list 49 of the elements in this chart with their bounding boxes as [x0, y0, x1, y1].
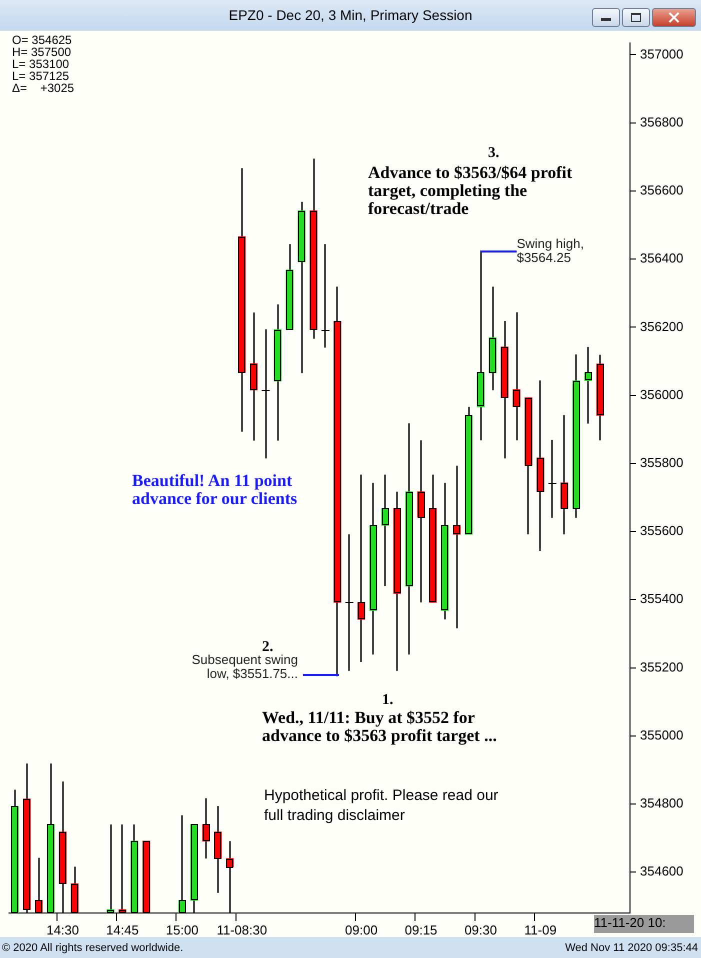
x-tick-label: 14:30	[46, 922, 80, 938]
annotation: Wed., 11/11: Buy at $3552 for advance to $3563 profit target ...	[262, 708, 498, 745]
x-tick-label: 15:00	[166, 922, 198, 938]
annotation: Swing high, $3564.25	[516, 236, 584, 266]
y-tick-label: 356600	[640, 182, 684, 198]
y-tick-label: 356400	[640, 250, 684, 266]
x-tick-label: 09:15	[404, 922, 438, 938]
annotation: 1.	[382, 692, 394, 709]
y-tick-label: 355200	[640, 659, 684, 674]
annotation: 3.	[488, 145, 500, 162]
text: © 2020 All rights reserved worldwide.	[2, 942, 184, 954]
y-tick-label: 354600	[640, 864, 684, 879]
y-tick-label: 355000	[640, 727, 684, 742]
y-tick-label: 354800	[640, 796, 684, 811]
y-tick-label: 355600	[640, 523, 684, 538]
annotation: Subsequent swing low, $3551.75...	[190, 652, 298, 681]
candlestick	[261, 328, 270, 460]
candlestick	[381, 474, 390, 587]
x-tick-label: 09:00	[345, 922, 378, 938]
chart-title: EPZ0 - Dec 20, 3 Min, Primary Session	[228, 7, 474, 23]
annotation: 2.	[262, 639, 274, 655]
candlestick	[548, 439, 557, 519]
text: Wed Nov 11 2020 09:35:44	[565, 942, 698, 954]
annotation: O= 354625	[12, 33, 72, 47]
text: 11-11-20 10:	[594, 915, 694, 933]
x-tick-label: 11-08:30	[216, 922, 268, 938]
candlestick	[320, 243, 330, 348]
candlestick	[202, 797, 210, 860]
candlestick	[344, 534, 354, 672]
annotation: H= 357500	[12, 45, 72, 59]
annotation: L= 357125	[12, 69, 70, 83]
y-tick-label: 357000	[640, 46, 684, 62]
x-tick-label: 11-09	[524, 922, 557, 938]
annotation: Δ= +3025	[12, 81, 74, 95]
y-tick-label: 356800	[640, 114, 684, 130]
y-tick-label: 356000	[640, 386, 684, 402]
candlestick	[512, 311, 520, 442]
candlestick	[584, 346, 592, 424]
annotation: Beautiful! An 11 point advance for our clients	[132, 471, 298, 508]
x-tick-label: 14:45	[106, 922, 139, 938]
y-tick-label: 355800	[640, 455, 684, 470]
candlestick	[453, 465, 461, 630]
y-tick-label: 356200	[640, 318, 684, 334]
x-tick-label: 09:30	[464, 922, 497, 938]
annotation: L= 353100	[12, 57, 70, 71]
annotation: Hypothetical profit. Please read our full trading disclaimer	[264, 786, 499, 826]
annotation: Advance to $3563/$64 profit target, completing the forecast/trade	[368, 163, 574, 218]
candlestick	[357, 474, 366, 663]
y-tick-label: 355400	[640, 591, 684, 606]
